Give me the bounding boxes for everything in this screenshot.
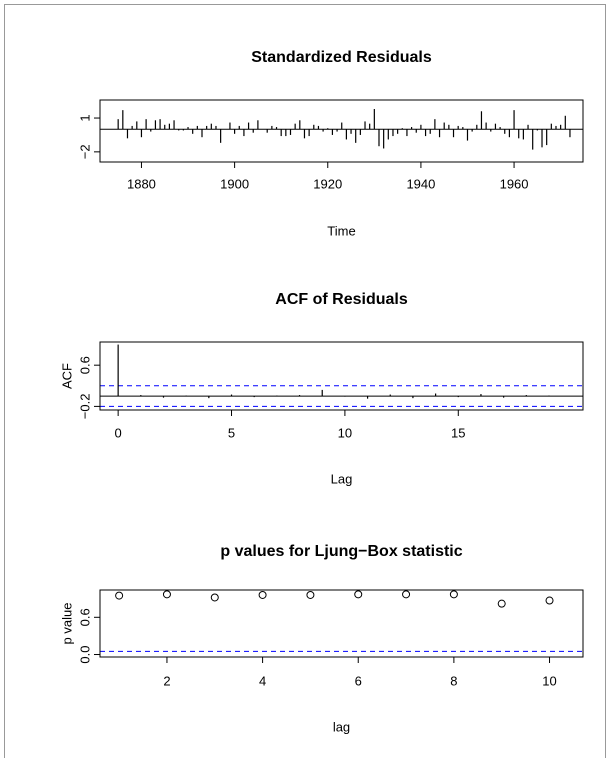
x-tick-label: 10 <box>338 425 352 440</box>
chart-title: p values for Ljung−Box statistic <box>220 543 462 560</box>
y-tick-label: −0.2 <box>77 394 92 420</box>
x-tick-label: 10 <box>542 673 556 688</box>
x-tick-label: 0 <box>115 425 122 440</box>
plot-box <box>99 341 584 411</box>
point <box>115 591 124 600</box>
x-tick-label: 6 <box>355 673 362 688</box>
x-tick-label: 1920 <box>313 176 342 191</box>
x-axis-title: Lag <box>331 471 353 486</box>
x-tick-label: 8 <box>450 673 457 688</box>
x-tick-label: 2 <box>163 673 170 688</box>
point <box>354 590 363 599</box>
y-tick-label: 0.6 <box>77 608 92 626</box>
y-tick-label: −2 <box>77 144 92 159</box>
y-tick-label: 0.0 <box>77 645 92 663</box>
x-tick-label: 15 <box>451 425 465 440</box>
chart-title: Standardized Residuals <box>251 49 432 66</box>
point <box>449 590 458 599</box>
point <box>210 593 219 602</box>
y-tick-label: 0.6 <box>77 356 92 374</box>
x-axis-title: Time <box>327 223 355 238</box>
x-tick-label: 4 <box>259 673 266 688</box>
point <box>545 596 554 605</box>
y-axis-title: ACF <box>59 363 74 389</box>
point <box>402 590 411 599</box>
plot-box <box>99 589 584 658</box>
point <box>258 590 267 599</box>
point <box>162 590 171 599</box>
x-tick-label: 1960 <box>500 176 529 191</box>
y-axis-title: p value <box>59 603 74 645</box>
point <box>306 590 315 599</box>
plot-box <box>99 99 584 163</box>
chart-title: ACF of Residuals <box>275 291 408 308</box>
x-tick-label: 1880 <box>127 176 156 191</box>
x-tick-label: 1900 <box>220 176 249 191</box>
x-tick-label: 5 <box>228 425 235 440</box>
frame <box>4 4 606 758</box>
point <box>497 599 506 608</box>
x-tick-label: 1940 <box>406 176 435 191</box>
x-axis-title: lag <box>333 719 350 734</box>
y-tick-label: 1 <box>77 114 92 121</box>
